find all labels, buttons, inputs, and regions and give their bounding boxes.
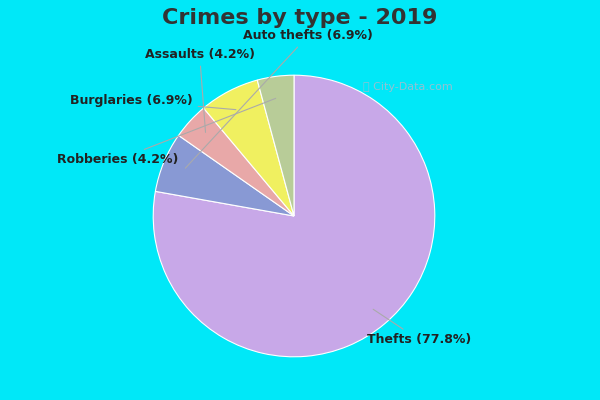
Wedge shape bbox=[257, 75, 294, 216]
Text: Thefts (77.8%): Thefts (77.8%) bbox=[367, 309, 472, 346]
Text: Burglaries (6.9%): Burglaries (6.9%) bbox=[70, 94, 236, 110]
Wedge shape bbox=[179, 108, 294, 216]
Text: Assaults (4.2%): Assaults (4.2%) bbox=[145, 48, 254, 132]
Wedge shape bbox=[155, 136, 294, 216]
Text: Robberies (4.2%): Robberies (4.2%) bbox=[57, 98, 275, 166]
Wedge shape bbox=[153, 75, 435, 357]
Text: Crimes by type - 2019: Crimes by type - 2019 bbox=[163, 8, 437, 28]
Text: ⦿ City-Data.com: ⦿ City-Data.com bbox=[362, 82, 452, 92]
Text: Auto thefts (6.9%): Auto thefts (6.9%) bbox=[185, 29, 373, 168]
Wedge shape bbox=[203, 80, 294, 216]
